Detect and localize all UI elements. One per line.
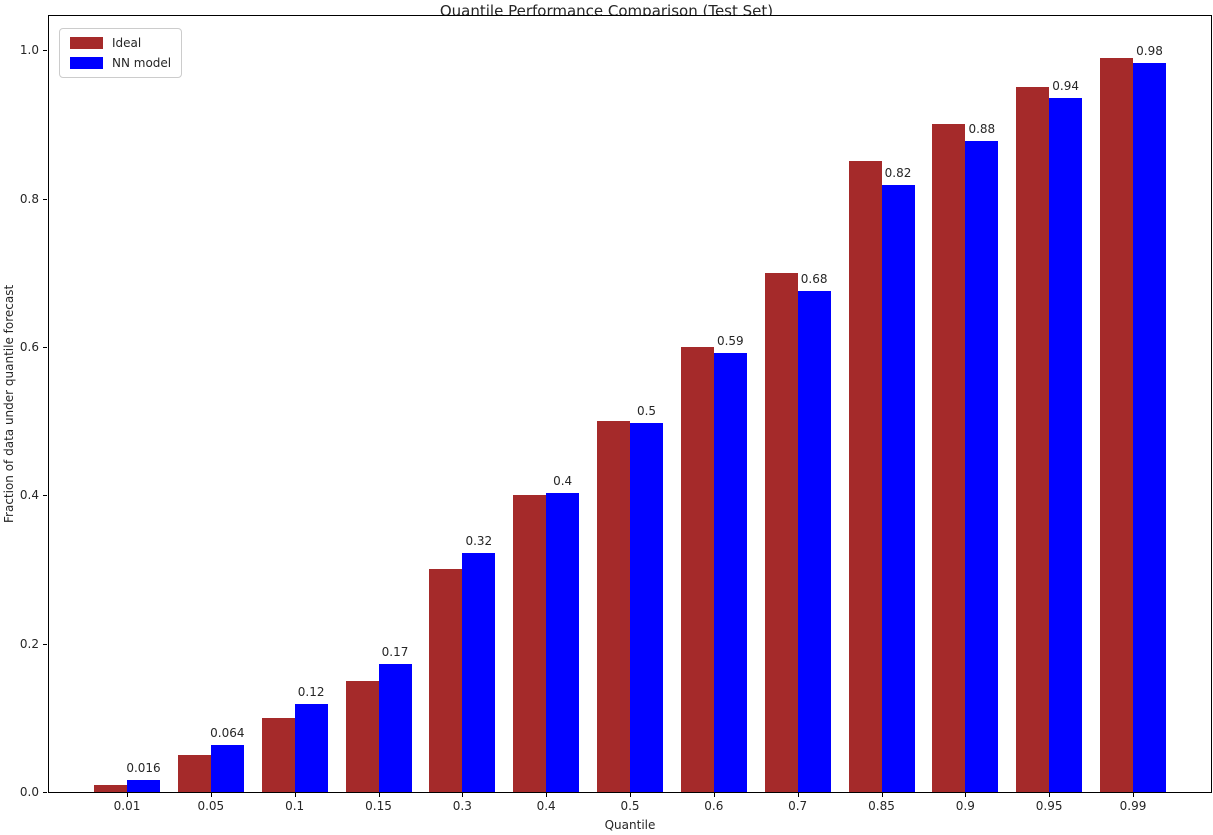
legend: Ideal NN model: [59, 28, 183, 78]
x-axis-tick-label: 0.85: [868, 799, 895, 813]
x-axis-tick: [210, 793, 212, 797]
legend-label: NN model: [112, 56, 172, 70]
x-axis-tick-label: 0.7: [788, 799, 808, 813]
bar-value-label: 0.016: [126, 761, 161, 776]
x-axis-tick-label: 0.05: [197, 799, 225, 813]
bar-ideal: [932, 124, 966, 792]
y-axis-tick: [43, 346, 47, 348]
x-axis-tick-label: 0.1: [285, 799, 305, 813]
x-axis-tick: [1049, 793, 1051, 797]
bar-value-label: 0.82: [884, 166, 912, 181]
bar-ideal: [764, 272, 798, 792]
bar-ideal: [848, 161, 882, 792]
bar-ideal: [513, 495, 547, 792]
bar-value-label: 0.12: [297, 685, 325, 700]
x-axis-tick: [294, 793, 296, 797]
bar-nn-model: [797, 291, 831, 792]
x-axis-tick-label: 0.01: [113, 799, 141, 813]
bar-nn-model: [630, 423, 663, 792]
bar-value-label: 0.59: [716, 333, 744, 348]
bar-value-label: 0.17: [381, 645, 409, 660]
y-axis-tick: [43, 50, 47, 52]
legend-item: Ideal: [70, 36, 171, 50]
legend-item: NN model: [70, 56, 171, 70]
x-axis-tick: [965, 793, 967, 797]
y-axis-tick: [43, 792, 47, 793]
bar-nn-model: [378, 664, 412, 792]
bar-ideal: [680, 346, 714, 792]
y-axis-tick-label: 0.8: [19, 191, 39, 206]
x-axis-tick-label: 0.9: [955, 799, 975, 813]
bar-value-label: 0.88: [968, 121, 996, 136]
bar-value-label: 0.94: [1052, 79, 1080, 94]
bar-nn-model: [546, 493, 580, 792]
bar-nn-model: [881, 185, 915, 792]
x-axis-tick-label: 0.95: [1035, 799, 1063, 813]
bar-ideal: [1016, 87, 1050, 792]
legend-label: Ideal: [112, 36, 142, 50]
x-axis-tick: [1133, 793, 1134, 797]
bar-ideal: [261, 717, 295, 792]
y-axis-tick: [43, 643, 47, 645]
x-axis-tick: [630, 793, 631, 797]
bar-value-label: 0.32: [465, 534, 493, 549]
x-axis-tick-label: 0.4: [536, 799, 556, 813]
legend-swatch-nn-model: [70, 57, 103, 69]
bar-nn-model: [127, 780, 160, 792]
y-axis-tick-label: 0.0: [19, 785, 39, 799]
bar-nn-model: [713, 352, 747, 792]
bar-nn-model: [294, 704, 328, 792]
y-axis-tick: [43, 495, 47, 497]
bar-nn-model: [462, 553, 496, 792]
bar-ideal: [1100, 57, 1133, 792]
bar-value-label: 0.064: [210, 725, 245, 740]
bar-nn-model: [1133, 63, 1166, 792]
bar-value-label: 0.98: [1136, 44, 1163, 59]
legend-swatch-ideal: [70, 37, 103, 49]
x-axis-tick-label: 0.6: [704, 799, 724, 813]
x-axis-tick-label: 0.99: [1119, 799, 1147, 813]
bar-value-label: 0.4: [553, 474, 573, 489]
bar-nn-model: [1049, 98, 1083, 792]
x-axis-tick: [378, 793, 380, 797]
bar-ideal: [94, 784, 127, 792]
y-axis-tick: [43, 198, 47, 200]
y-axis-label: Fraction of data under quantile forecast: [2, 284, 16, 524]
y-axis-tick-label: 1.0: [19, 43, 39, 58]
x-axis-label: Quantile: [604, 818, 656, 832]
bar-ideal: [597, 421, 630, 792]
x-axis-tick-label: 0.3: [452, 799, 472, 813]
plot-area: Ideal NN model 0.016 0.064 0.12 0.17 0.32 0.4 0…: [48, 15, 1212, 793]
bar-ideal: [345, 680, 379, 792]
y-axis-tick-label: 0.4: [19, 488, 39, 503]
y-axis-tick-label: 0.6: [19, 339, 39, 354]
x-axis-tick: [462, 793, 464, 797]
x-axis-tick: [881, 793, 883, 797]
x-axis-tick: [797, 793, 799, 797]
y-axis-tick-label: 0.2: [19, 636, 39, 651]
bar-nn-model: [210, 744, 244, 792]
bar-ideal: [429, 569, 463, 792]
x-axis-tick-label: 0.15: [365, 799, 392, 813]
bar-ideal: [177, 754, 211, 792]
x-axis-tick-label: 0.5: [620, 799, 640, 813]
x-axis-tick: [546, 793, 548, 797]
x-axis-tick: [127, 793, 128, 797]
bar-value-label: 0.5: [636, 404, 657, 419]
bar-value-label: 0.68: [800, 272, 828, 287]
bar-nn-model: [965, 140, 999, 792]
x-axis-tick: [713, 793, 715, 797]
